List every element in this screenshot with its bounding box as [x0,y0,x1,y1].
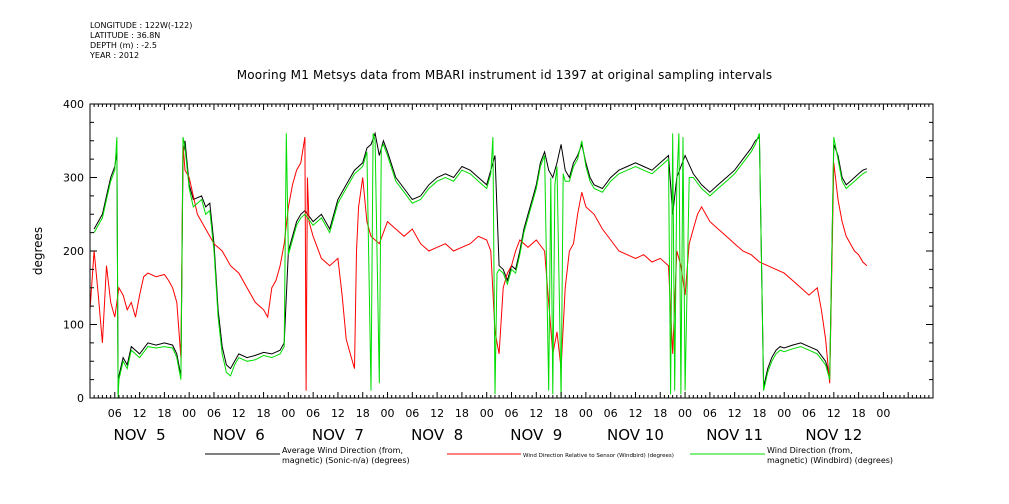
x-hour-tick-label: 12 [232,407,246,420]
x-hour-tick-label: 18 [356,407,370,420]
y-tick-label: 200 [63,245,84,258]
legend-label-1-line2: magnetic) (Sonic-n/a) (degrees) [282,456,410,465]
ticks-layer [89,103,934,399]
year-label: YEAR : 2012 [90,51,140,60]
y-axis-label: degrees [31,227,45,275]
labels-layer: 0 100 200 300 400 06 12 18 00 06 12 18 00 06 12 18 00 06 1… [63,98,890,444]
x-day-label: NOV 6 [213,426,265,444]
x-hour-tick-label: 00 [381,407,395,420]
y-tick-label: 400 [63,98,84,111]
x-day-label: NOV 10 [607,426,664,444]
x-hour-tick-label: 18 [455,407,469,420]
y-tick-label: 100 [63,319,84,332]
x-hour-tick-label: 06 [306,407,320,420]
x-hour-tick-label: 18 [157,407,171,420]
dataset-metadata: LONGITUDE : 122W(-122) LATITUDE : 36.8N … [90,21,192,61]
legend-label-2: Wind Direction Relative to Sensor (Windb… [523,453,674,459]
chart-title: Mooring M1 Metsys data from MBARI instru… [236,68,773,82]
series-layer [89,131,868,399]
x-hour-tick-label: 00 [579,407,593,420]
x-hour-tick-label: 06 [703,407,717,420]
x-hour-tick-label: 12 [827,407,841,420]
x-hour-tick-label: 00 [480,407,494,420]
x-hour-tick-label: 12 [331,407,345,420]
x-hour-tick-label: 18 [257,407,271,420]
series-line-3 [93,133,868,399]
x-hour-tick-label: 12 [529,407,543,420]
longitude-label: LONGITUDE : 122W(-122) [90,21,193,30]
y-tick-label: 300 [63,172,84,185]
x-hour-tick-label: 18 [554,407,568,420]
x-day-label: NOV 9 [510,426,562,444]
legend: Average Wind Direction (from,magnetic) (… [205,446,893,465]
x-hour-tick-label: 18 [852,407,866,420]
x-hour-tick-label: 12 [133,407,147,420]
x-day-label: NOV 5 [114,426,166,444]
x-hour-tick-label: 06 [108,407,122,420]
x-hour-tick-label: 00 [281,407,295,420]
y-tick-label: 0 [77,392,84,405]
x-hour-tick-label: 00 [777,407,791,420]
legend-label-3-line1: Wind Direction (from, [767,446,853,455]
x-hour-tick-label: 12 [728,407,742,420]
x-hour-tick-label: 18 [752,407,766,420]
x-day-label: NOV 11 [706,426,763,444]
legend-label-1-line1: Average Wind Direction (from, [282,446,403,455]
x-day-label: NOV 7 [312,426,364,444]
x-hour-tick-label: 18 [653,407,667,420]
x-hour-tick-label: 00 [182,407,196,420]
plot-frame [89,103,934,399]
latitude-label: LATITUDE : 36.8N [90,31,161,40]
x-hour-tick-label: 12 [430,407,444,420]
x-hour-tick-label: 12 [628,407,642,420]
x-day-label: NOV 12 [805,426,862,444]
x-hour-tick-label: 06 [207,407,221,420]
x-hour-tick-label: 00 [678,407,692,420]
x-hour-tick-label: 00 [876,407,890,420]
x-hour-tick-label: 06 [604,407,618,420]
depth-label: DEPTH (m) : -2.5 [90,41,157,50]
x-day-label: NOV 8 [411,426,463,444]
legend-label-3-line2: magnetic) (Windbird) (degrees) [767,456,893,465]
x-hour-tick-label: 06 [405,407,419,420]
x-hour-tick-label: 06 [802,407,816,420]
x-hour-tick-label: 06 [505,407,519,420]
series-line-2 [89,137,868,391]
series-line-1 [93,131,868,395]
